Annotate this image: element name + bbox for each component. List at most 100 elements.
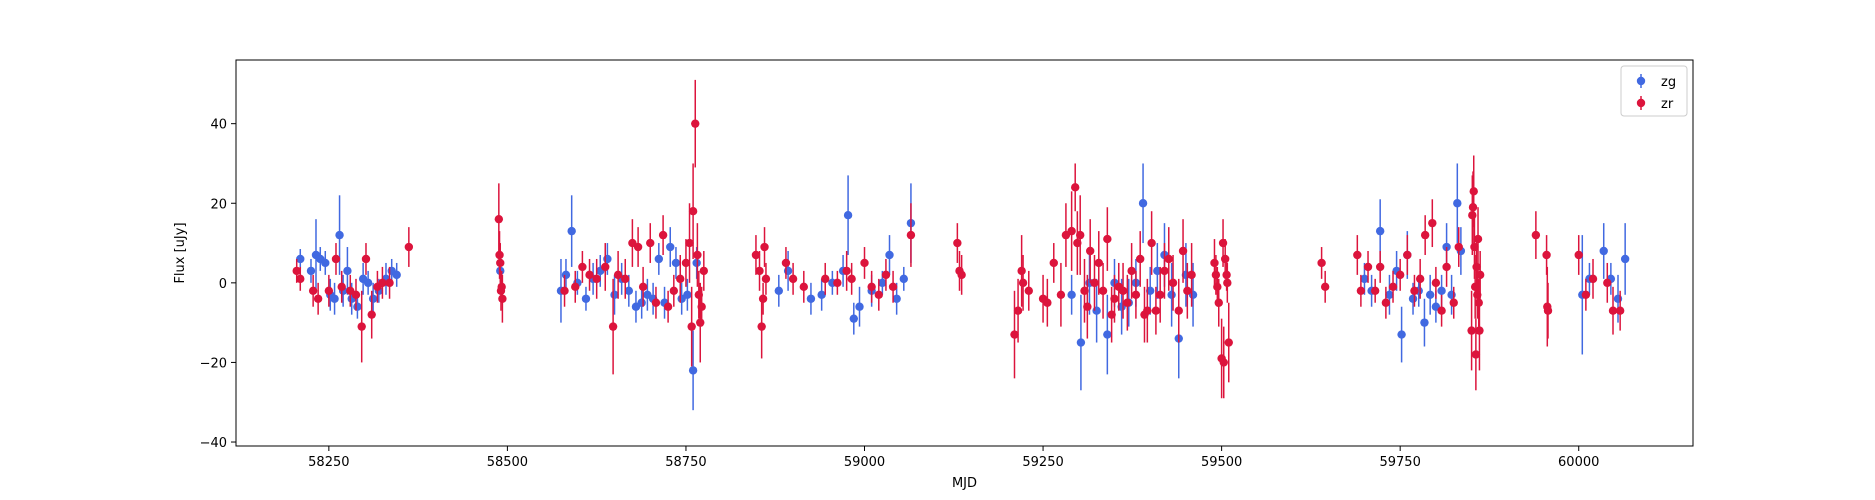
data-point [296,274,305,284]
data-point [1375,262,1385,272]
data-point [1397,330,1406,339]
data-point [842,266,851,276]
data-point [1363,262,1373,272]
data-point [688,207,698,216]
x-axis-label: MJD [952,476,977,491]
data-point [957,270,966,280]
data-point [308,286,318,296]
data-point [693,250,702,260]
series-zr [292,79,1625,399]
series-zg [296,163,1630,411]
x-axis: 58250 58500 58750 59000 59250 59500 59750 60000 [308,446,1599,470]
data-point [1214,298,1223,307]
data-point [351,290,361,299]
x-tick-label: 59000 [844,455,885,470]
data-point [1145,286,1155,296]
data-point [1153,266,1162,276]
data-point [1211,270,1221,280]
legend-marker [1636,76,1646,86]
data-point [1449,298,1458,307]
data-point [681,258,691,268]
data-point [581,294,591,303]
data-point [494,214,504,224]
data-point [1543,306,1553,315]
data-point [1143,306,1152,315]
data-point [1138,199,1148,208]
data-point [1131,290,1141,299]
data-point [888,282,898,292]
data-point [560,286,569,296]
data-point [699,266,709,276]
data-point [1581,290,1591,299]
data-point [788,274,798,284]
data-point [1356,286,1366,296]
data-point [687,322,696,331]
data-point [1447,290,1456,299]
data-point [361,254,371,264]
data-point [760,242,769,252]
data-point [885,250,894,260]
data-point [1360,274,1369,284]
data-point [324,286,334,296]
data-point [378,278,387,288]
data-point [1388,282,1398,292]
data-point [847,274,856,284]
data-point [758,294,768,303]
data-point [783,266,793,276]
data-point [1086,246,1095,256]
data-point [696,318,705,327]
x-tick-label: 58250 [308,455,349,470]
data-point [757,322,766,331]
y-tick-label: 40 [210,118,227,133]
data-point [892,294,901,303]
data-point [691,119,700,128]
data-point [676,274,685,284]
data-point [404,242,414,252]
data-point [592,274,601,284]
data-point [1103,330,1112,339]
x-tick-label: 58500 [487,455,528,470]
data-point [671,258,681,268]
data-point [601,262,610,272]
data-point [1174,306,1183,315]
data-point [363,278,373,288]
data-point [1475,270,1485,280]
data-point [1067,226,1076,236]
data-point [953,238,962,248]
data-point [774,286,784,296]
data-point [321,258,330,268]
data-point [1118,286,1128,296]
data-point [1076,230,1085,240]
y-tick-label: 20 [210,197,227,212]
data-point [1425,290,1435,299]
x-tick-label: 60000 [1558,455,1599,470]
legend-item-zr: zr [1636,96,1674,112]
data-point [367,310,376,319]
data-point [1410,286,1419,296]
data-point [1110,294,1119,303]
data-point [899,274,908,284]
data-point [806,294,816,303]
data-point [368,294,378,303]
data-point [1531,230,1541,240]
legend-label: zr [1661,97,1674,112]
data-point [1049,258,1058,268]
data-point [1603,278,1612,288]
data-point [571,282,580,292]
data-point [1107,310,1116,319]
data-point [781,258,791,268]
data-point [1155,290,1165,299]
data-point [585,270,594,280]
data-point [1442,262,1451,272]
data-point [1408,294,1418,303]
data-point [498,294,507,303]
data-point [1615,306,1625,315]
data-point [330,294,339,303]
data-point [608,322,618,331]
data-point [1168,278,1178,288]
data-point [1043,298,1052,307]
data-point [654,254,664,264]
legend-item-zg: zg [1636,74,1676,90]
data-point [637,298,646,307]
data-point [685,238,694,248]
